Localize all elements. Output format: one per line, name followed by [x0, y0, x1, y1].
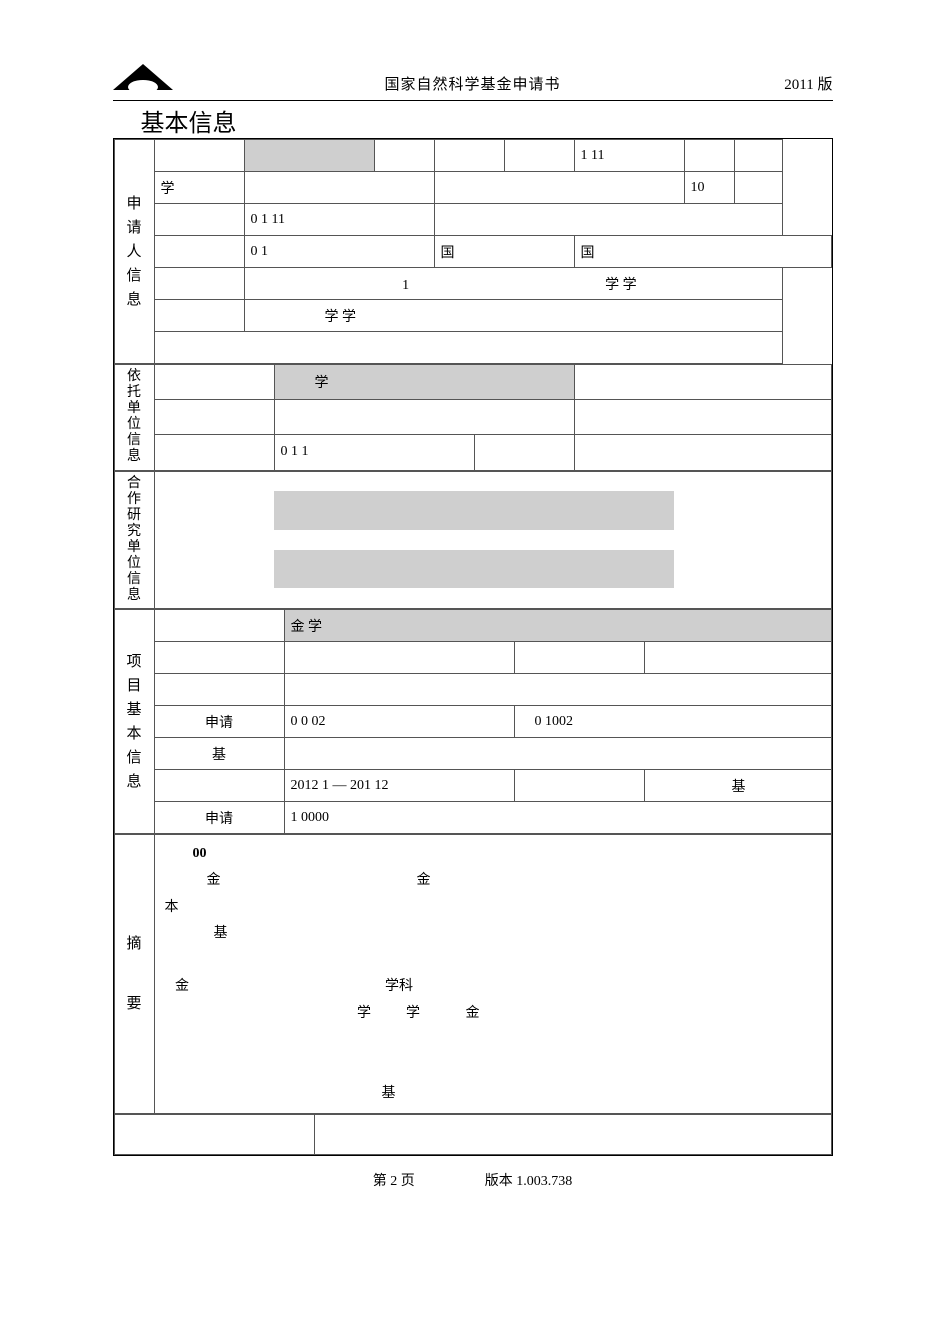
cell [154, 770, 284, 802]
cell [514, 770, 644, 802]
cell [734, 140, 783, 172]
cell-value: 2012 1 — 201 12 [284, 770, 514, 802]
applicant-vlabel: 申请人信息 [114, 140, 154, 364]
cell-value: 0 0 02 [284, 706, 514, 738]
section-title: 基本信息 [113, 103, 833, 139]
cell [514, 642, 644, 674]
cell [154, 140, 244, 172]
cell [734, 172, 783, 204]
cell-value: 国 [574, 236, 831, 268]
cell [434, 172, 684, 204]
abstract-body: 金 金 本 基 金 学科 学 [165, 868, 821, 1107]
keywords-table [114, 1114, 832, 1155]
form-container: 申请人信息 1 11 学 10 0 1 11 0 1 国 国 1 学 学 [113, 139, 833, 1156]
coop-table: 合作研究单位信息 [114, 471, 832, 610]
cell [154, 435, 274, 470]
cell-label: 基 [154, 738, 284, 770]
cell [284, 674, 831, 706]
applicant-table: 申请人信息 1 11 学 10 0 1 11 0 1 国 国 1 学 学 [114, 139, 832, 364]
org-table: 依托单位信息 学 0 1 1 [114, 364, 832, 471]
cell [574, 435, 831, 470]
cell-shaded: 学 [274, 365, 574, 400]
cell [154, 365, 274, 400]
cell-label: 申请 [154, 802, 284, 834]
cell [154, 332, 783, 364]
cell-shaded [244, 140, 374, 172]
cell-label: 学 [154, 172, 244, 204]
cell [154, 400, 274, 435]
cell [154, 610, 284, 642]
cell [154, 588, 831, 608]
cell-value: 1 0000 [284, 802, 831, 834]
abstract-head: 00 [165, 841, 821, 868]
cell [154, 236, 244, 268]
cell-value: 0 1 11 [244, 204, 434, 236]
cell [434, 140, 504, 172]
cell [154, 642, 284, 674]
abstract-vlabel: 摘要 [114, 835, 154, 1114]
cell [644, 642, 831, 674]
cell-value: 基 [644, 770, 831, 802]
cell-value: 1 学 学 [244, 268, 783, 300]
org-vlabel: 依托单位信息 [114, 365, 154, 471]
cell [154, 268, 244, 300]
abstract-content: 00 金 金 本 基 金 学科 [154, 835, 831, 1114]
cell [154, 300, 244, 332]
cell [154, 491, 274, 529]
cell [154, 204, 244, 236]
cell [574, 400, 831, 435]
cell-shaded [274, 491, 674, 529]
keywords-value [314, 1115, 831, 1155]
cell-shaded: 金 学 [284, 610, 831, 642]
cell-value: 0 1002 [514, 706, 831, 738]
cell [154, 530, 831, 550]
page-header: 国家自然科学基金申请书 2011 版 [113, 60, 833, 94]
cell-value: 10 [684, 172, 734, 204]
logo-icon [113, 60, 173, 94]
cell [674, 550, 831, 588]
cell-value: 0 1 [244, 236, 434, 268]
cell-value: 0 1 1 [274, 435, 474, 470]
cell-label: 申请 [154, 706, 284, 738]
cell [374, 140, 434, 172]
footer-page: 第 2 页 [373, 1170, 415, 1190]
cell [154, 674, 284, 706]
page-footer: 第 2 页 版本 1.003.738 [113, 1170, 833, 1190]
cell [504, 140, 574, 172]
keywords-label [114, 1115, 314, 1155]
cell [154, 471, 831, 491]
cell [284, 642, 514, 674]
cell-value: 1 11 [574, 140, 684, 172]
cell [574, 365, 831, 400]
header-version: 2011 版 [784, 73, 832, 94]
coop-vlabel: 合作研究单位信息 [114, 471, 154, 609]
cell [434, 204, 783, 236]
cell [474, 435, 574, 470]
cell [684, 140, 734, 172]
cell [674, 491, 831, 529]
cell-value: 学 学 [244, 300, 783, 332]
cell [154, 550, 274, 588]
header-rule [113, 100, 833, 101]
footer-version: 版本 1.003.738 [485, 1170, 573, 1190]
project-table: 项目基本信息 金 学 申请 0 0 02 0 1002 基 2012 1 — 2… [114, 609, 832, 834]
abstract-table: 摘要 00 金 金 本 基 金 学科 [114, 834, 832, 1114]
header-title: 国家自然科学基金申请书 [384, 73, 560, 94]
cell [244, 172, 434, 204]
cell-value: 国 [434, 236, 574, 268]
cell [284, 738, 831, 770]
project-vlabel: 项目基本信息 [114, 610, 154, 834]
cell [274, 400, 574, 435]
cell-shaded [274, 550, 674, 588]
